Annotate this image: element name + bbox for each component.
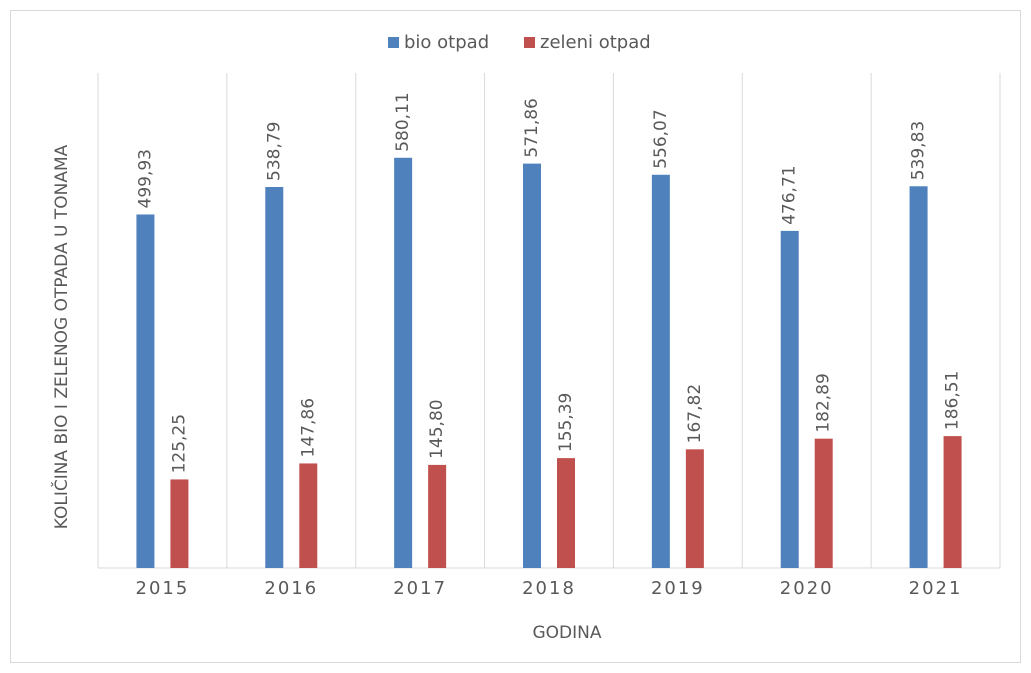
legend-label: bio otpad	[404, 32, 489, 53]
x-axis-title: GODINA	[532, 623, 601, 643]
bar	[780, 230, 799, 568]
data-label: 571,86	[522, 98, 542, 157]
y-axis-title: KOLIČINA BIO I ZELENOG OTPADA U TONAMA	[50, 144, 72, 529]
chart-border	[10, 10, 1021, 663]
bar	[557, 458, 575, 568]
data-label: 556,07	[651, 109, 671, 168]
data-label: 580,11	[393, 92, 413, 151]
bar	[943, 436, 962, 568]
data-label: 182,89	[814, 373, 834, 432]
data-label: 147,86	[298, 398, 318, 457]
data-label: 186,51	[943, 371, 963, 430]
bar	[428, 464, 447, 568]
legend-swatch	[388, 37, 399, 48]
legend-label: zeleni otpad	[540, 32, 651, 53]
x-tick-label: 2017	[393, 578, 447, 599]
bar	[170, 479, 189, 568]
data-label: 125,25	[169, 414, 189, 473]
x-tick-label: 2021	[909, 578, 963, 599]
x-tick-label: 2016	[264, 578, 318, 599]
data-label: 539,83	[909, 121, 929, 180]
data-label: 538,79	[264, 122, 284, 181]
data-label: 167,82	[685, 384, 705, 443]
x-tick-label: 2015	[136, 578, 190, 599]
bar	[394, 157, 413, 568]
bar	[909, 186, 928, 569]
bar	[523, 163, 541, 568]
x-tick-label: 2019	[651, 578, 705, 599]
data-label: 155,39	[556, 393, 576, 452]
legend-swatch	[524, 37, 535, 48]
bar	[685, 449, 704, 568]
bar	[814, 438, 833, 568]
data-label: 145,80	[427, 399, 447, 458]
bar	[136, 214, 155, 568]
data-label: 476,71	[780, 165, 800, 224]
bar	[299, 463, 318, 568]
data-label: 499,93	[135, 149, 155, 208]
x-tick-label: 2020	[780, 578, 834, 599]
x-tick-label: 2018	[522, 578, 576, 599]
bar	[651, 174, 670, 569]
bar	[265, 186, 284, 568]
